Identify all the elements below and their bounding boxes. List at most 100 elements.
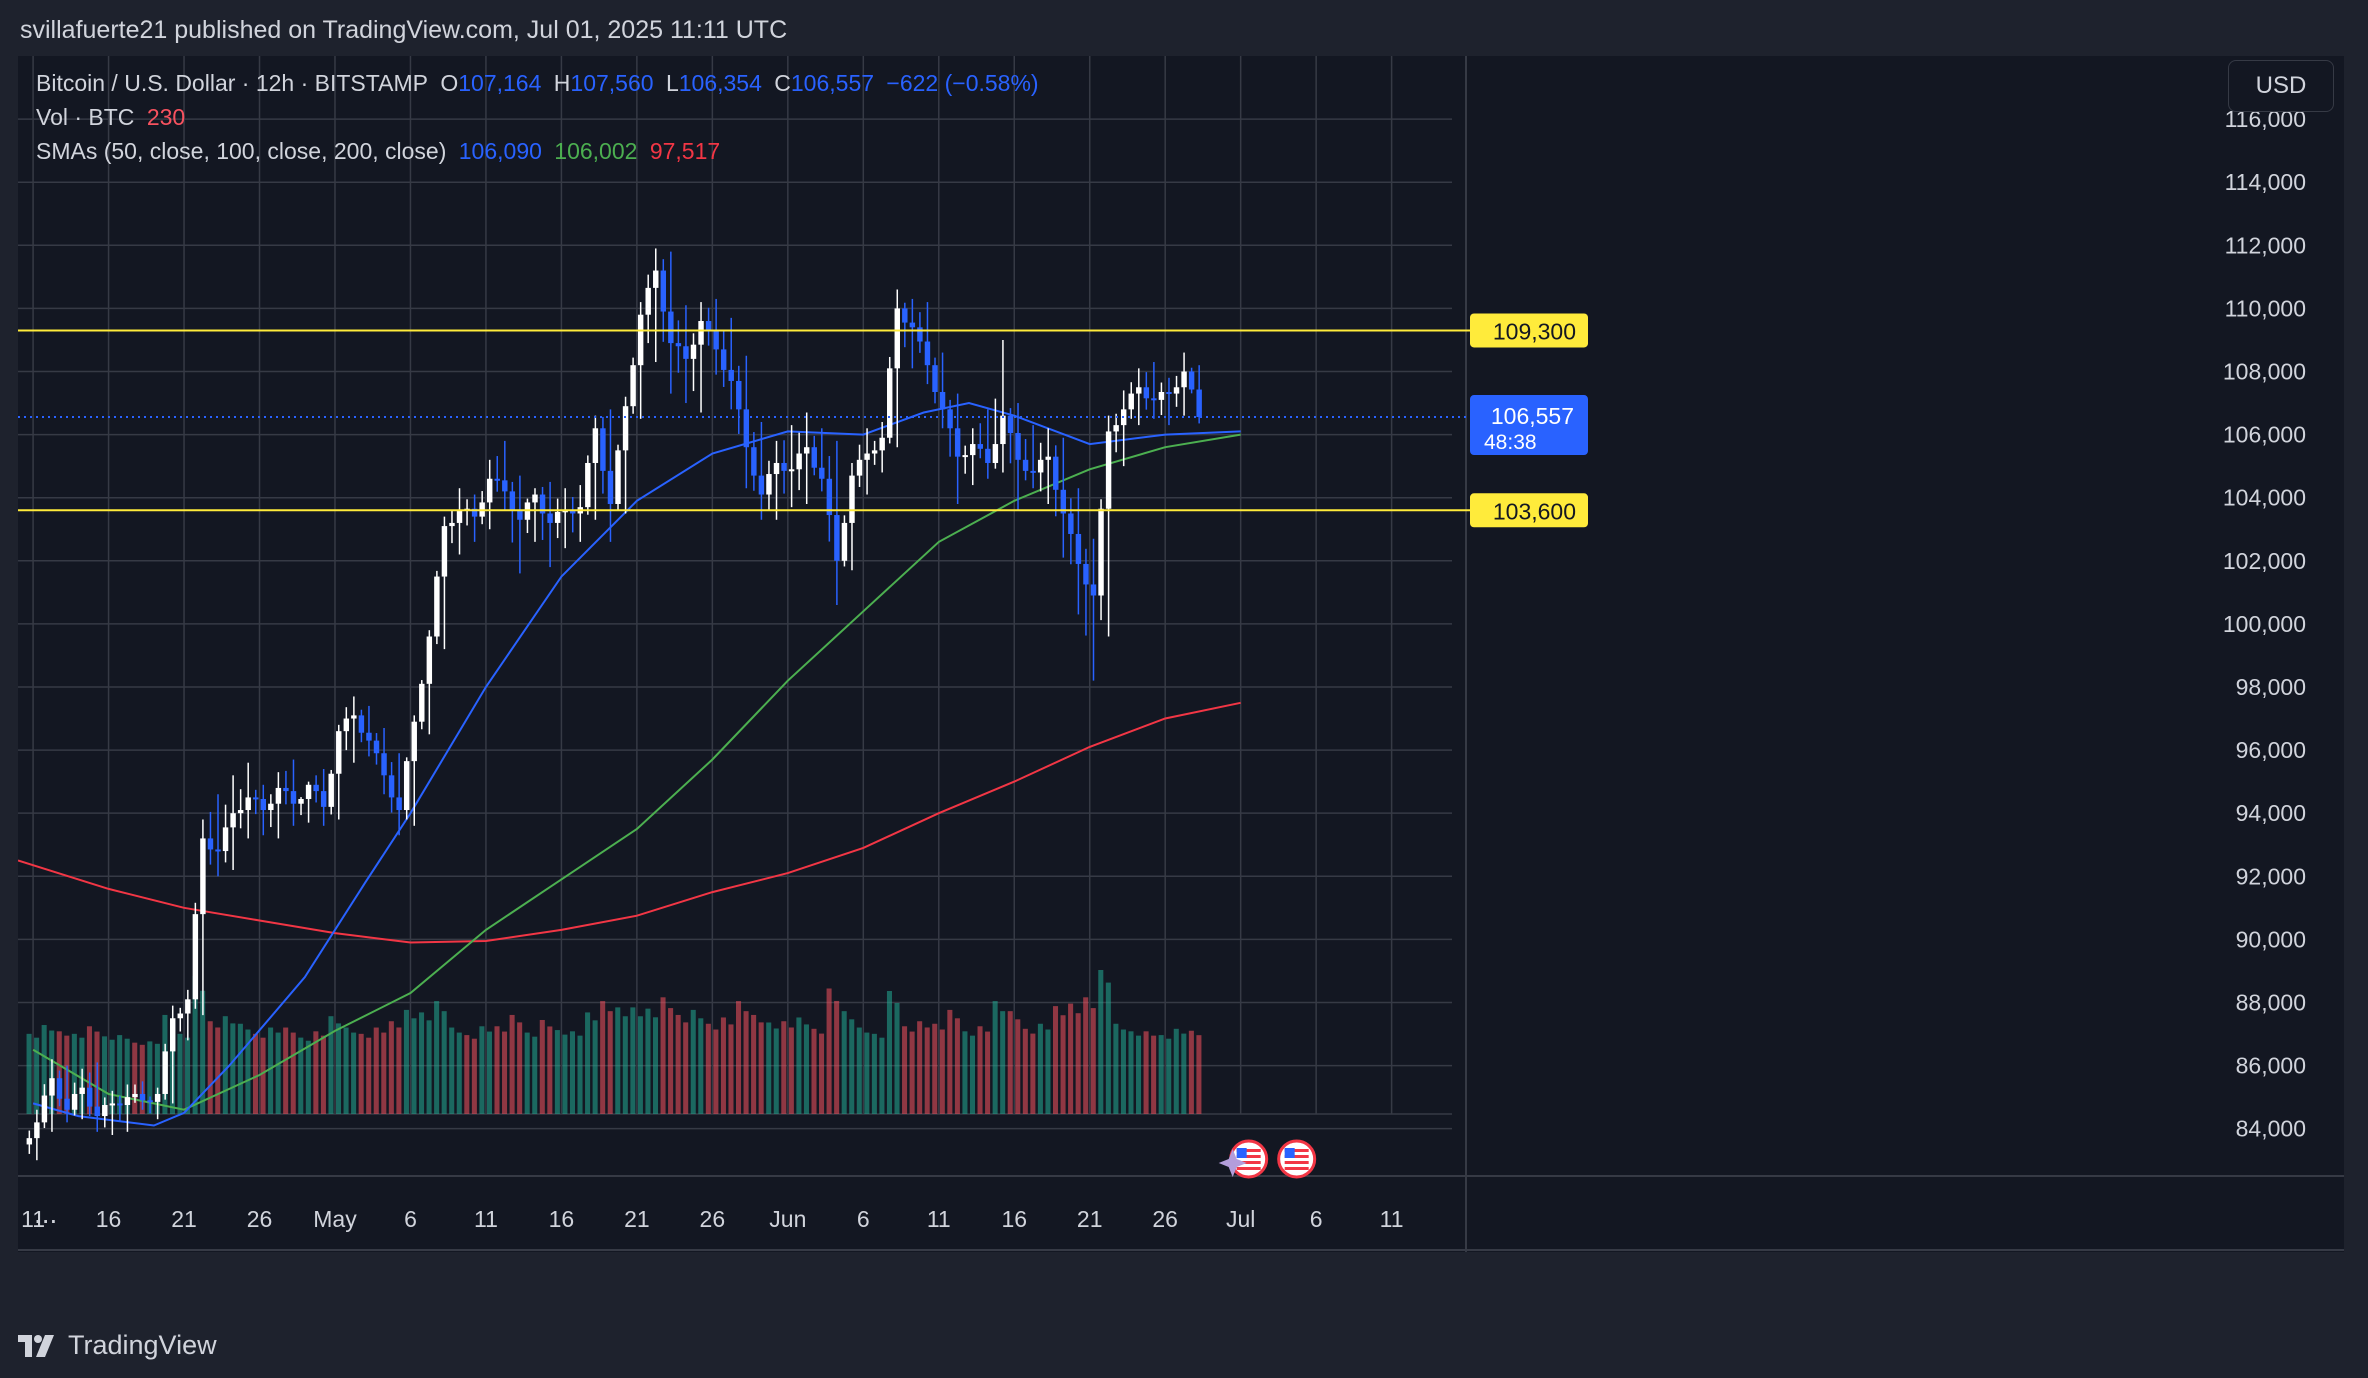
- volume-bar: [298, 1037, 304, 1114]
- high-label: H: [553, 70, 571, 96]
- volume-bar: [1158, 1035, 1164, 1114]
- volume-bar: [109, 1039, 115, 1114]
- us-flag-event-icon[interactable]: [1277, 1139, 1317, 1179]
- volume-value: 230: [146, 104, 186, 130]
- candle-body: [366, 732, 372, 741]
- time-tick-label: 11: [1380, 1206, 1404, 1232]
- volume-label[interactable]: Vol · BTC: [36, 104, 135, 130]
- volume-bar: [351, 1032, 357, 1114]
- volume-bar: [1143, 1031, 1149, 1114]
- publish-header: svillafuerte21 published on TradingView.…: [0, 0, 2368, 58]
- chart-svg[interactable]: 84,000 86,000 88,000 90,000 92,000 94,000 96,0…: [18, 56, 2344, 1252]
- volume-bar: [554, 1030, 560, 1114]
- volume-bar: [1120, 1029, 1126, 1114]
- volume-bar: [381, 1032, 387, 1114]
- candle-body: [49, 1078, 55, 1096]
- candle-body: [192, 914, 199, 1000]
- volume-bar: [713, 1029, 719, 1114]
- sma200-line: [18, 701, 1241, 944]
- more-indicators-button[interactable]: ...: [34, 1198, 58, 1229]
- candle-body: [170, 1018, 176, 1052]
- volume-bar: [803, 1024, 809, 1114]
- volume-bar: [539, 1019, 545, 1114]
- volume-bar: [396, 1027, 402, 1114]
- chart-pane[interactable]: 84,000 86,000 88,000 90,000 92,000 94,000 96,0…: [18, 56, 2344, 1252]
- volume-bar: [1105, 982, 1111, 1114]
- time-tick-label: 21: [171, 1206, 197, 1232]
- candle-body: [834, 515, 840, 561]
- candle-body: [796, 453, 802, 470]
- volume-bar: [819, 1033, 825, 1114]
- volume-bar: [479, 1026, 485, 1114]
- volume-bar: [124, 1038, 130, 1114]
- candle-body: [849, 475, 855, 523]
- candle-body: [947, 409, 953, 429]
- flag-stripe: [1236, 1149, 1261, 1152]
- candle-body: [653, 270, 659, 288]
- candle-body: [1030, 470, 1036, 473]
- price-tick-label: 86,000: [2236, 1053, 2306, 1079]
- volume-bar: [592, 1020, 598, 1114]
- candle-body: [1128, 393, 1134, 410]
- candle-body: [86, 1087, 93, 1107]
- level-tag-label: 109,300: [1493, 318, 1576, 344]
- sma50-line: [32, 401, 1241, 1127]
- candle-body: [102, 1105, 108, 1117]
- event-markers[interactable]: [1218, 1139, 1317, 1179]
- sma-label[interactable]: SMAs (50, close, 100, close, 200, close): [36, 138, 447, 164]
- currency-button[interactable]: USD: [2228, 60, 2334, 112]
- volume-bar: [660, 997, 666, 1114]
- volume-bar: [736, 1001, 742, 1114]
- candle-body: [819, 467, 825, 479]
- candle-body: [660, 270, 667, 312]
- tradingview-brand[interactable]: TradingView: [18, 1330, 217, 1361]
- symbol-title[interactable]: Bitcoin / U.S. Dollar · 12h · BITSTAMP: [36, 70, 428, 96]
- candle-body: [328, 773, 334, 807]
- candle-body: [894, 308, 900, 369]
- volume-bar: [275, 1032, 281, 1114]
- volume-bar: [698, 1018, 704, 1114]
- volume-bar: [335, 1023, 342, 1114]
- last-price-tag: [1470, 395, 1588, 456]
- volume-bar: [154, 1043, 160, 1114]
- candle-body: [411, 721, 417, 762]
- time-tick-label: 21: [1077, 1206, 1103, 1232]
- volume-bar: [720, 1017, 726, 1114]
- candle-body: [200, 838, 206, 915]
- candle-body: [728, 369, 734, 381]
- candle-body: [26, 1138, 33, 1145]
- volume-bar: [245, 1029, 251, 1114]
- volume-bar: [486, 1031, 492, 1114]
- candle-body: [1053, 456, 1059, 490]
- candle-body: [207, 838, 214, 850]
- time-axis[interactable]: 11 16 21 26 May 6 11 16 21 26 Jun 6 11 16 21 26 Jul 6 11: [21, 1206, 1403, 1232]
- volume-bar: [1037, 1023, 1043, 1114]
- candle-body: [1083, 563, 1089, 585]
- volume-bar: [268, 1027, 274, 1114]
- volume-bar: [947, 1009, 953, 1114]
- volume-bar: [1188, 1030, 1194, 1114]
- volume-bar: [705, 1023, 711, 1114]
- candle-body: [788, 469, 795, 472]
- candle-body: [856, 459, 863, 476]
- volume-bar: [517, 1022, 523, 1114]
- volume-bar: [102, 1036, 108, 1114]
- volume-bar: [1022, 1028, 1028, 1114]
- last-price-value: 106,557: [1491, 403, 1574, 429]
- volume-bar: [652, 1017, 659, 1114]
- price-tick-label: 110,000: [2225, 295, 2306, 321]
- volume-bar: [26, 1033, 32, 1114]
- candle-body: [1136, 387, 1142, 394]
- candle-body: [177, 1013, 183, 1019]
- candle-body: [1045, 456, 1051, 460]
- sparkle-icon: [1218, 1149, 1247, 1177]
- price-axis[interactable]: 84,000 86,000 88,000 90,000 92,000 94,000 96,0…: [1470, 106, 2306, 1142]
- volume-bar: [788, 1027, 794, 1114]
- volume-bar: [283, 1027, 289, 1114]
- volume-bar: [419, 1012, 425, 1114]
- candle-body: [275, 787, 282, 804]
- volume-bar: [343, 1027, 349, 1114]
- volume-bar: [977, 1026, 983, 1114]
- volume-bar: [1068, 1003, 1074, 1114]
- volume-bar: [690, 1009, 696, 1114]
